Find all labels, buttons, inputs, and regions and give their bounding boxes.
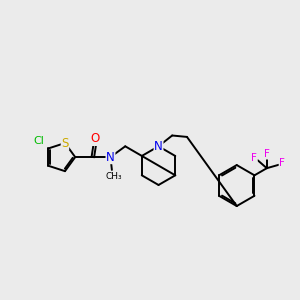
Text: O: O — [91, 132, 100, 146]
Text: Cl: Cl — [33, 136, 44, 146]
Text: F: F — [264, 149, 270, 159]
Text: F: F — [279, 158, 285, 168]
Text: F: F — [251, 153, 257, 163]
Text: S: S — [61, 136, 69, 149]
Text: N: N — [154, 140, 163, 153]
Text: N: N — [106, 151, 115, 164]
Text: CH₃: CH₃ — [105, 172, 122, 181]
